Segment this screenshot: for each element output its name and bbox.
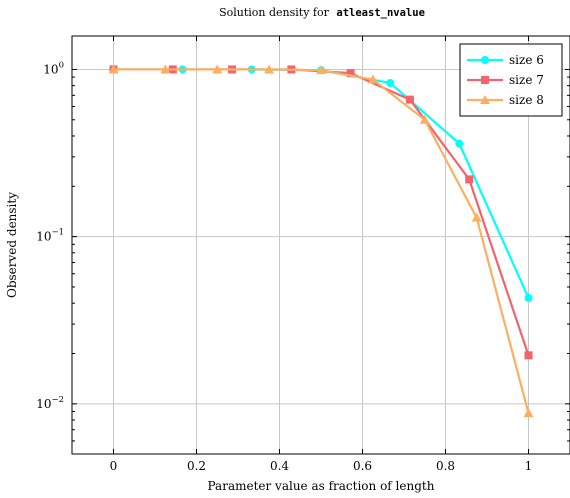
y-tick-label: 10−2 [36, 395, 64, 411]
chart-title: Solution density for atleast_nvalue [219, 6, 425, 19]
legend-entry: size 7 [467, 73, 544, 87]
data-point [465, 175, 474, 184]
y-tick-exponent: −2 [51, 395, 64, 405]
x-tick-label: 0.2 [187, 459, 206, 473]
data-point [264, 64, 275, 74]
data-point [455, 139, 464, 148]
data-point [405, 95, 414, 104]
y-tick-base: 10 [36, 397, 51, 411]
y-tick-exponent: −1 [51, 228, 64, 238]
legend-entry: size 6 [467, 53, 544, 67]
y-tick-base: 10 [43, 62, 58, 76]
legend-entry: size 8 [467, 93, 544, 107]
plot-frame [71, 35, 570, 455]
x-tick-label: 0.4 [270, 459, 289, 473]
legend-label: size 6 [509, 53, 544, 67]
legend-marker [481, 56, 489, 64]
data-point [108, 64, 119, 74]
legend-label: size 8 [509, 93, 544, 107]
y-tick-label: 100 [43, 60, 64, 76]
x-tick-label: 0.6 [353, 459, 372, 473]
data-point [212, 64, 223, 74]
data-point [316, 65, 326, 75]
chart-title-prefix: Solution density for [219, 6, 330, 19]
y-axis-label: Observed density [5, 192, 19, 298]
data-point [367, 74, 378, 84]
data-point [160, 64, 171, 74]
y-tick-label: 10−1 [36, 228, 64, 244]
data-point [523, 408, 534, 418]
x-tick-label: 0 [110, 459, 118, 473]
data-point [524, 293, 533, 302]
series-size-8 [108, 64, 534, 418]
series-layer [108, 64, 534, 418]
chart-title-code: atleast_nvalue [336, 7, 425, 19]
y-tick-exponent: 0 [59, 60, 64, 70]
data-point [524, 351, 533, 360]
x-tick-label: 0.8 [436, 459, 455, 473]
legend-marker [480, 95, 490, 104]
data-point [471, 212, 482, 222]
series-line [113, 68, 530, 414]
data-point [346, 69, 355, 78]
legend: size 6 size 7 size 8 [459, 43, 563, 117]
x-tick-label: 1 [525, 459, 533, 473]
data-point [386, 78, 395, 87]
legend-label: size 7 [509, 73, 544, 87]
legend-marker [481, 76, 489, 84]
x-axis-label: Parameter value as fraction of length [208, 479, 435, 493]
data-point [419, 114, 430, 124]
y-tick-base: 10 [36, 230, 51, 244]
